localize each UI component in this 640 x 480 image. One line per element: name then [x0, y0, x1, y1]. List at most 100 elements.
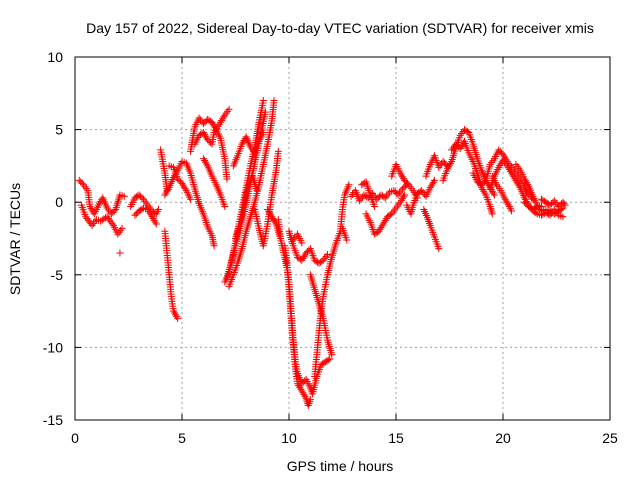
data-point: [150, 216, 158, 224]
data-point: [396, 169, 404, 177]
data-point: [386, 211, 394, 219]
data-point: [149, 215, 157, 223]
data-point: [151, 218, 159, 226]
data-point: [101, 214, 109, 222]
data-point: [381, 216, 389, 224]
data-point: [199, 155, 207, 163]
data-point: [484, 180, 492, 188]
data-point: [401, 176, 409, 184]
data-point: [416, 188, 424, 196]
data-point: [109, 208, 117, 216]
data-point: [175, 176, 183, 184]
data-point: [78, 179, 86, 187]
x-tick-label: 15: [388, 430, 404, 446]
y-tick-label: 0: [55, 194, 63, 210]
data-point: [398, 195, 406, 203]
data-point: [297, 385, 305, 393]
data-point: [87, 204, 95, 212]
data-point: [200, 130, 208, 138]
data-point: [201, 118, 209, 126]
data-point: [294, 380, 302, 388]
chart-title: Day 157 of 2022, Sidereal Day-to-day VTE…: [86, 20, 594, 36]
data-point: [480, 178, 488, 186]
data-point: [138, 194, 146, 202]
data-point: [377, 224, 385, 232]
data-point: [169, 307, 177, 315]
data-point: [299, 254, 307, 262]
data-point: [496, 147, 504, 155]
data-point: [444, 163, 452, 171]
data-point: [203, 160, 211, 168]
x-tick-label: 25: [602, 430, 618, 446]
data-point: [304, 248, 312, 256]
data-point: [489, 189, 497, 197]
data-point: [520, 198, 528, 206]
data-point: [179, 181, 187, 189]
data-point: [96, 199, 104, 207]
plot-frame: [74, 56, 611, 421]
data-point: [135, 191, 143, 199]
data-point: [457, 143, 465, 151]
data-point: [302, 394, 310, 402]
data-point: [511, 175, 519, 183]
data-point: [171, 309, 179, 317]
data-point: [264, 205, 272, 213]
x-axis-label: GPS time / hours: [287, 458, 394, 474]
data-point: [172, 311, 180, 319]
data-point: [269, 215, 277, 223]
data-point: [379, 220, 387, 228]
data-point: [298, 387, 306, 395]
data-point: [431, 176, 439, 184]
data-point: [299, 389, 307, 397]
data-point: [441, 159, 449, 167]
data-point: [559, 213, 567, 221]
data-point: [533, 203, 541, 211]
grid-layer: [75, 57, 610, 420]
data-point: [218, 117, 226, 125]
y-tick-label: -10: [43, 339, 63, 355]
data-point: [178, 179, 186, 187]
data-point: [202, 132, 210, 140]
data-point: [239, 138, 247, 146]
data-point: [488, 210, 496, 218]
data-point: [488, 208, 496, 216]
data-point: [86, 203, 94, 211]
data-point: [402, 178, 410, 186]
data-point: [452, 140, 460, 148]
x-tick-label: 10: [281, 430, 297, 446]
data-point: [504, 164, 512, 172]
data-point: [401, 191, 409, 199]
data-point: [145, 207, 153, 215]
data-point: [259, 129, 267, 137]
data-point: [221, 203, 229, 211]
data-point: [181, 185, 189, 193]
data-point: [217, 118, 225, 126]
y-tick-label: 5: [55, 122, 63, 138]
data-point: [144, 205, 152, 213]
data-point: [174, 314, 182, 322]
data-point: [116, 249, 124, 257]
data-point: [318, 257, 326, 265]
y-tick-label: -15: [43, 412, 63, 428]
data-point: [458, 141, 466, 149]
data-point: [481, 189, 489, 197]
data-point: [375, 227, 383, 235]
data-point: [202, 158, 210, 166]
data-point: [504, 201, 512, 209]
data-point: [328, 351, 336, 359]
data-point: [225, 105, 233, 113]
data-point: [500, 152, 508, 160]
data-point: [453, 142, 461, 150]
data-point: [200, 156, 208, 164]
data-point: [298, 256, 306, 264]
data-point: [447, 159, 455, 167]
data-point: [513, 178, 521, 186]
data-point: [270, 216, 278, 224]
y-axis-label: SDTVAR / TECUs: [7, 183, 23, 295]
data-point: [396, 198, 404, 206]
data-point: [495, 163, 503, 171]
data-point: [486, 203, 494, 211]
data-point: [210, 242, 218, 250]
data-point: [162, 189, 170, 197]
data-point: [535, 204, 543, 212]
